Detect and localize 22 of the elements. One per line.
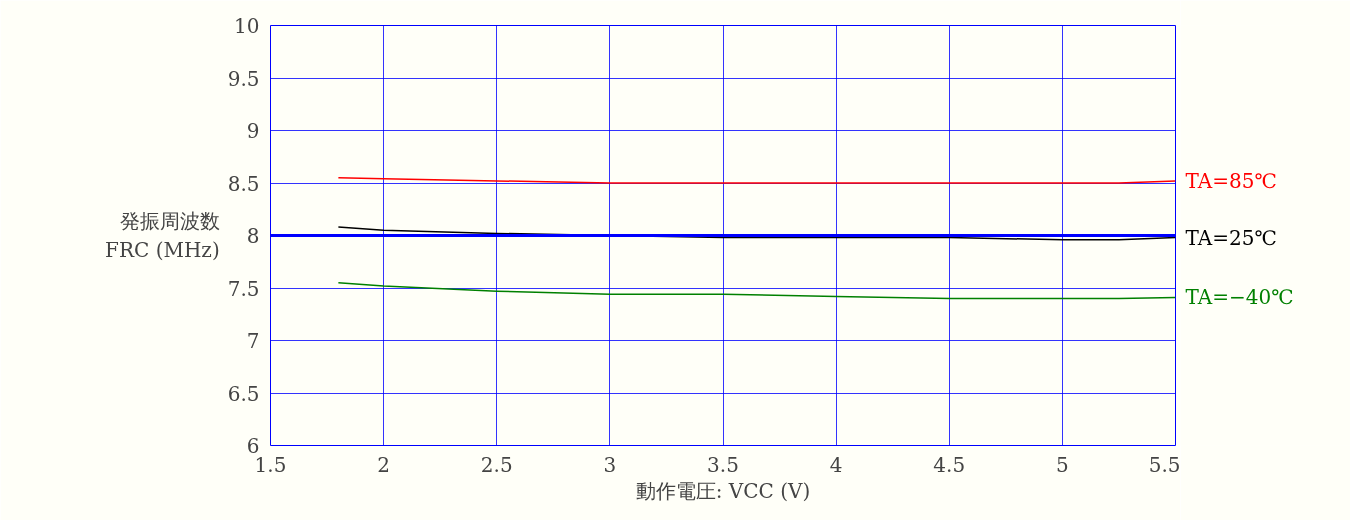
y-axis-title: 発振周波数 FRC (MHz) xyxy=(105,209,220,262)
y-tick-label: 8 xyxy=(246,224,260,248)
x-tick-label: 2 xyxy=(377,452,390,477)
x-tick-label: 4 xyxy=(829,452,843,477)
x-tick-label: 5.5 xyxy=(1148,452,1181,477)
x-tick-label: 3.5 xyxy=(707,452,739,477)
x-tick-label: 2.5 xyxy=(480,452,513,477)
x-axis-title: 動作電圧: VCC (V) xyxy=(635,478,811,503)
y-tick-label: 8.5 xyxy=(227,171,260,196)
y-tick-label: 9 xyxy=(246,119,260,143)
series-label: TA=−40℃ xyxy=(1185,285,1294,310)
y-tick-label: 6.5 xyxy=(227,381,260,406)
x-tick-label: 3 xyxy=(603,452,617,477)
x-tick-label: 5 xyxy=(1056,452,1069,477)
series-label: TA=85℃ xyxy=(1185,168,1277,193)
line-series xyxy=(337,282,1176,300)
y-tick-label: 9.5 xyxy=(227,66,260,91)
y-tick-label: 10 xyxy=(234,14,260,38)
x-tick-label: 4.5 xyxy=(933,452,966,477)
series-label: TA=25℃ xyxy=(1185,225,1277,250)
y-tick-label: 7 xyxy=(246,329,260,353)
y-tick-label: 7.5 xyxy=(227,276,260,301)
